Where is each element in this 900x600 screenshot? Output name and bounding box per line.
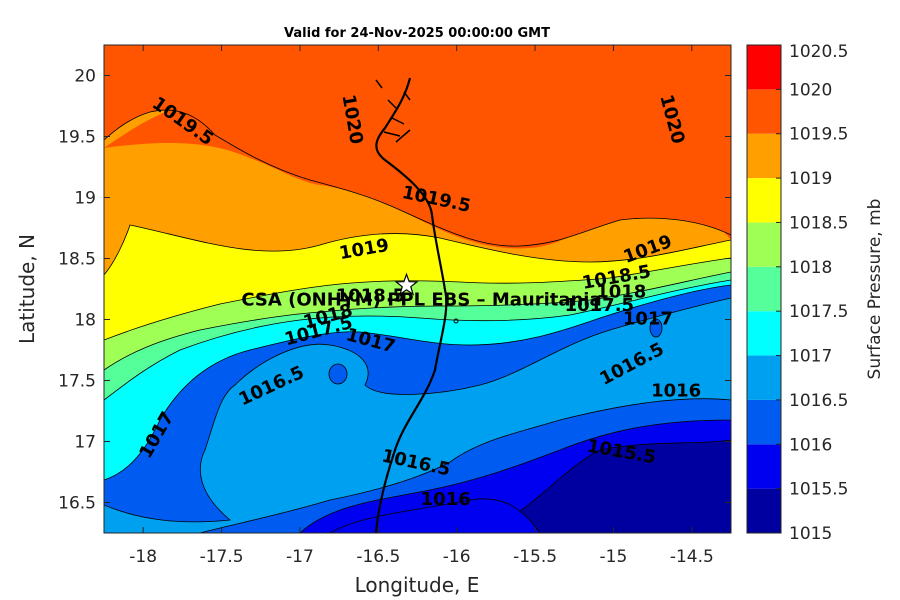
colorbar-tick-label: 1017 xyxy=(789,347,832,367)
x-tick-label: -15.5 xyxy=(513,547,557,567)
contour-label: 1017.5 xyxy=(565,295,634,316)
colorbar-segment xyxy=(747,488,781,533)
site-layer: CSA (ONHYM) PPL EBS – Mauritania xyxy=(241,272,602,310)
low-center-1016 xyxy=(328,363,348,385)
contour-label: 1018 xyxy=(596,282,646,303)
contour-label: 1017 xyxy=(623,309,673,330)
x-axis-label: Longitude, E xyxy=(355,573,480,597)
colorbar-segment xyxy=(747,45,781,90)
colorbar-tick-label: 1018.5 xyxy=(789,213,848,233)
colorbar-tick-label: 1016.5 xyxy=(789,391,848,411)
colorbar-tick-label: 1016 xyxy=(789,435,832,455)
x-tick-label: -16.5 xyxy=(356,547,400,567)
colorbar-segment xyxy=(747,399,781,445)
x-tick-label: -18 xyxy=(129,547,157,567)
x-tick-label: -15 xyxy=(600,547,628,567)
y-tick-label: 18.5 xyxy=(58,250,96,270)
colorbar: 1015 1015.5 1016 1016.5 1017 1017.5 1018 1018.5… xyxy=(746,42,848,544)
y-tick-label: 19 xyxy=(74,189,96,209)
x-axis-ticks: -18 -17.5 -17 -16.5 -16 -15.5 -15 -14.5 xyxy=(129,45,714,567)
colorbar-segment xyxy=(747,266,781,312)
contour-label: 1016 xyxy=(651,380,701,401)
y-tick-label: 17 xyxy=(74,433,96,453)
colorbar-tick-label: 1019 xyxy=(789,169,832,189)
mini-contour-east xyxy=(649,318,663,338)
colorbar-tick-label: 1018 xyxy=(789,258,832,278)
x-tick-label: -17 xyxy=(286,547,314,567)
coastline-islands xyxy=(375,79,411,143)
low-pressure-south xyxy=(329,498,541,533)
colorbar-segment xyxy=(747,311,781,356)
y-tick-label: 20 xyxy=(74,67,96,87)
colorbar-tick-label: 1020 xyxy=(789,80,832,100)
colorbar-frame xyxy=(746,44,782,534)
colorbar-segment xyxy=(747,89,781,134)
colorbar-segment xyxy=(747,133,781,179)
contour-label: 1016 xyxy=(421,489,471,510)
band-1020 xyxy=(330,45,510,180)
colorbar-segment xyxy=(747,355,781,400)
colorbar-segment xyxy=(747,444,781,489)
low-pressure-southeast xyxy=(479,439,731,533)
coastline xyxy=(374,77,448,533)
y-tick-label: 19.5 xyxy=(58,128,96,148)
contour-bands xyxy=(104,45,731,533)
colorbar-label: Surface Pressure, mb xyxy=(865,199,885,380)
colorbar-segment xyxy=(747,222,781,267)
x-tick-label: -17.5 xyxy=(200,547,244,567)
colorbar-tick-label: 1015.5 xyxy=(789,480,848,500)
site-label: CSA (ONHYM) PPL EBS – Mauritania xyxy=(241,289,601,310)
plot-frame xyxy=(103,44,732,534)
map-title: Valid for 24-Nov-2025 00:00:00 GMT xyxy=(284,26,550,41)
y-tick-label: 17.5 xyxy=(58,372,96,392)
y-axis-label: Latitude, N xyxy=(15,234,39,344)
lake-marker xyxy=(453,318,459,324)
x-tick-label: -16 xyxy=(443,547,471,567)
colorbar-tick-label: 1020.5 xyxy=(789,42,848,62)
colorbar-tick-label: 1019.5 xyxy=(789,125,848,145)
y-axis-ticks: 16.5 17 17.5 18 18.5 19 19.5 20 xyxy=(58,67,731,514)
site-star-marker xyxy=(394,272,419,296)
colorbar-tick-label: 1015 xyxy=(789,524,832,544)
contour-label: 1018.5 xyxy=(336,285,405,306)
y-tick-label: 18 xyxy=(74,311,96,331)
colorbar-tick-label: 1017.5 xyxy=(789,302,848,322)
colorbar-segment xyxy=(747,178,781,223)
y-tick-label: 16.5 xyxy=(58,494,96,514)
x-tick-label: -14.5 xyxy=(670,547,714,567)
